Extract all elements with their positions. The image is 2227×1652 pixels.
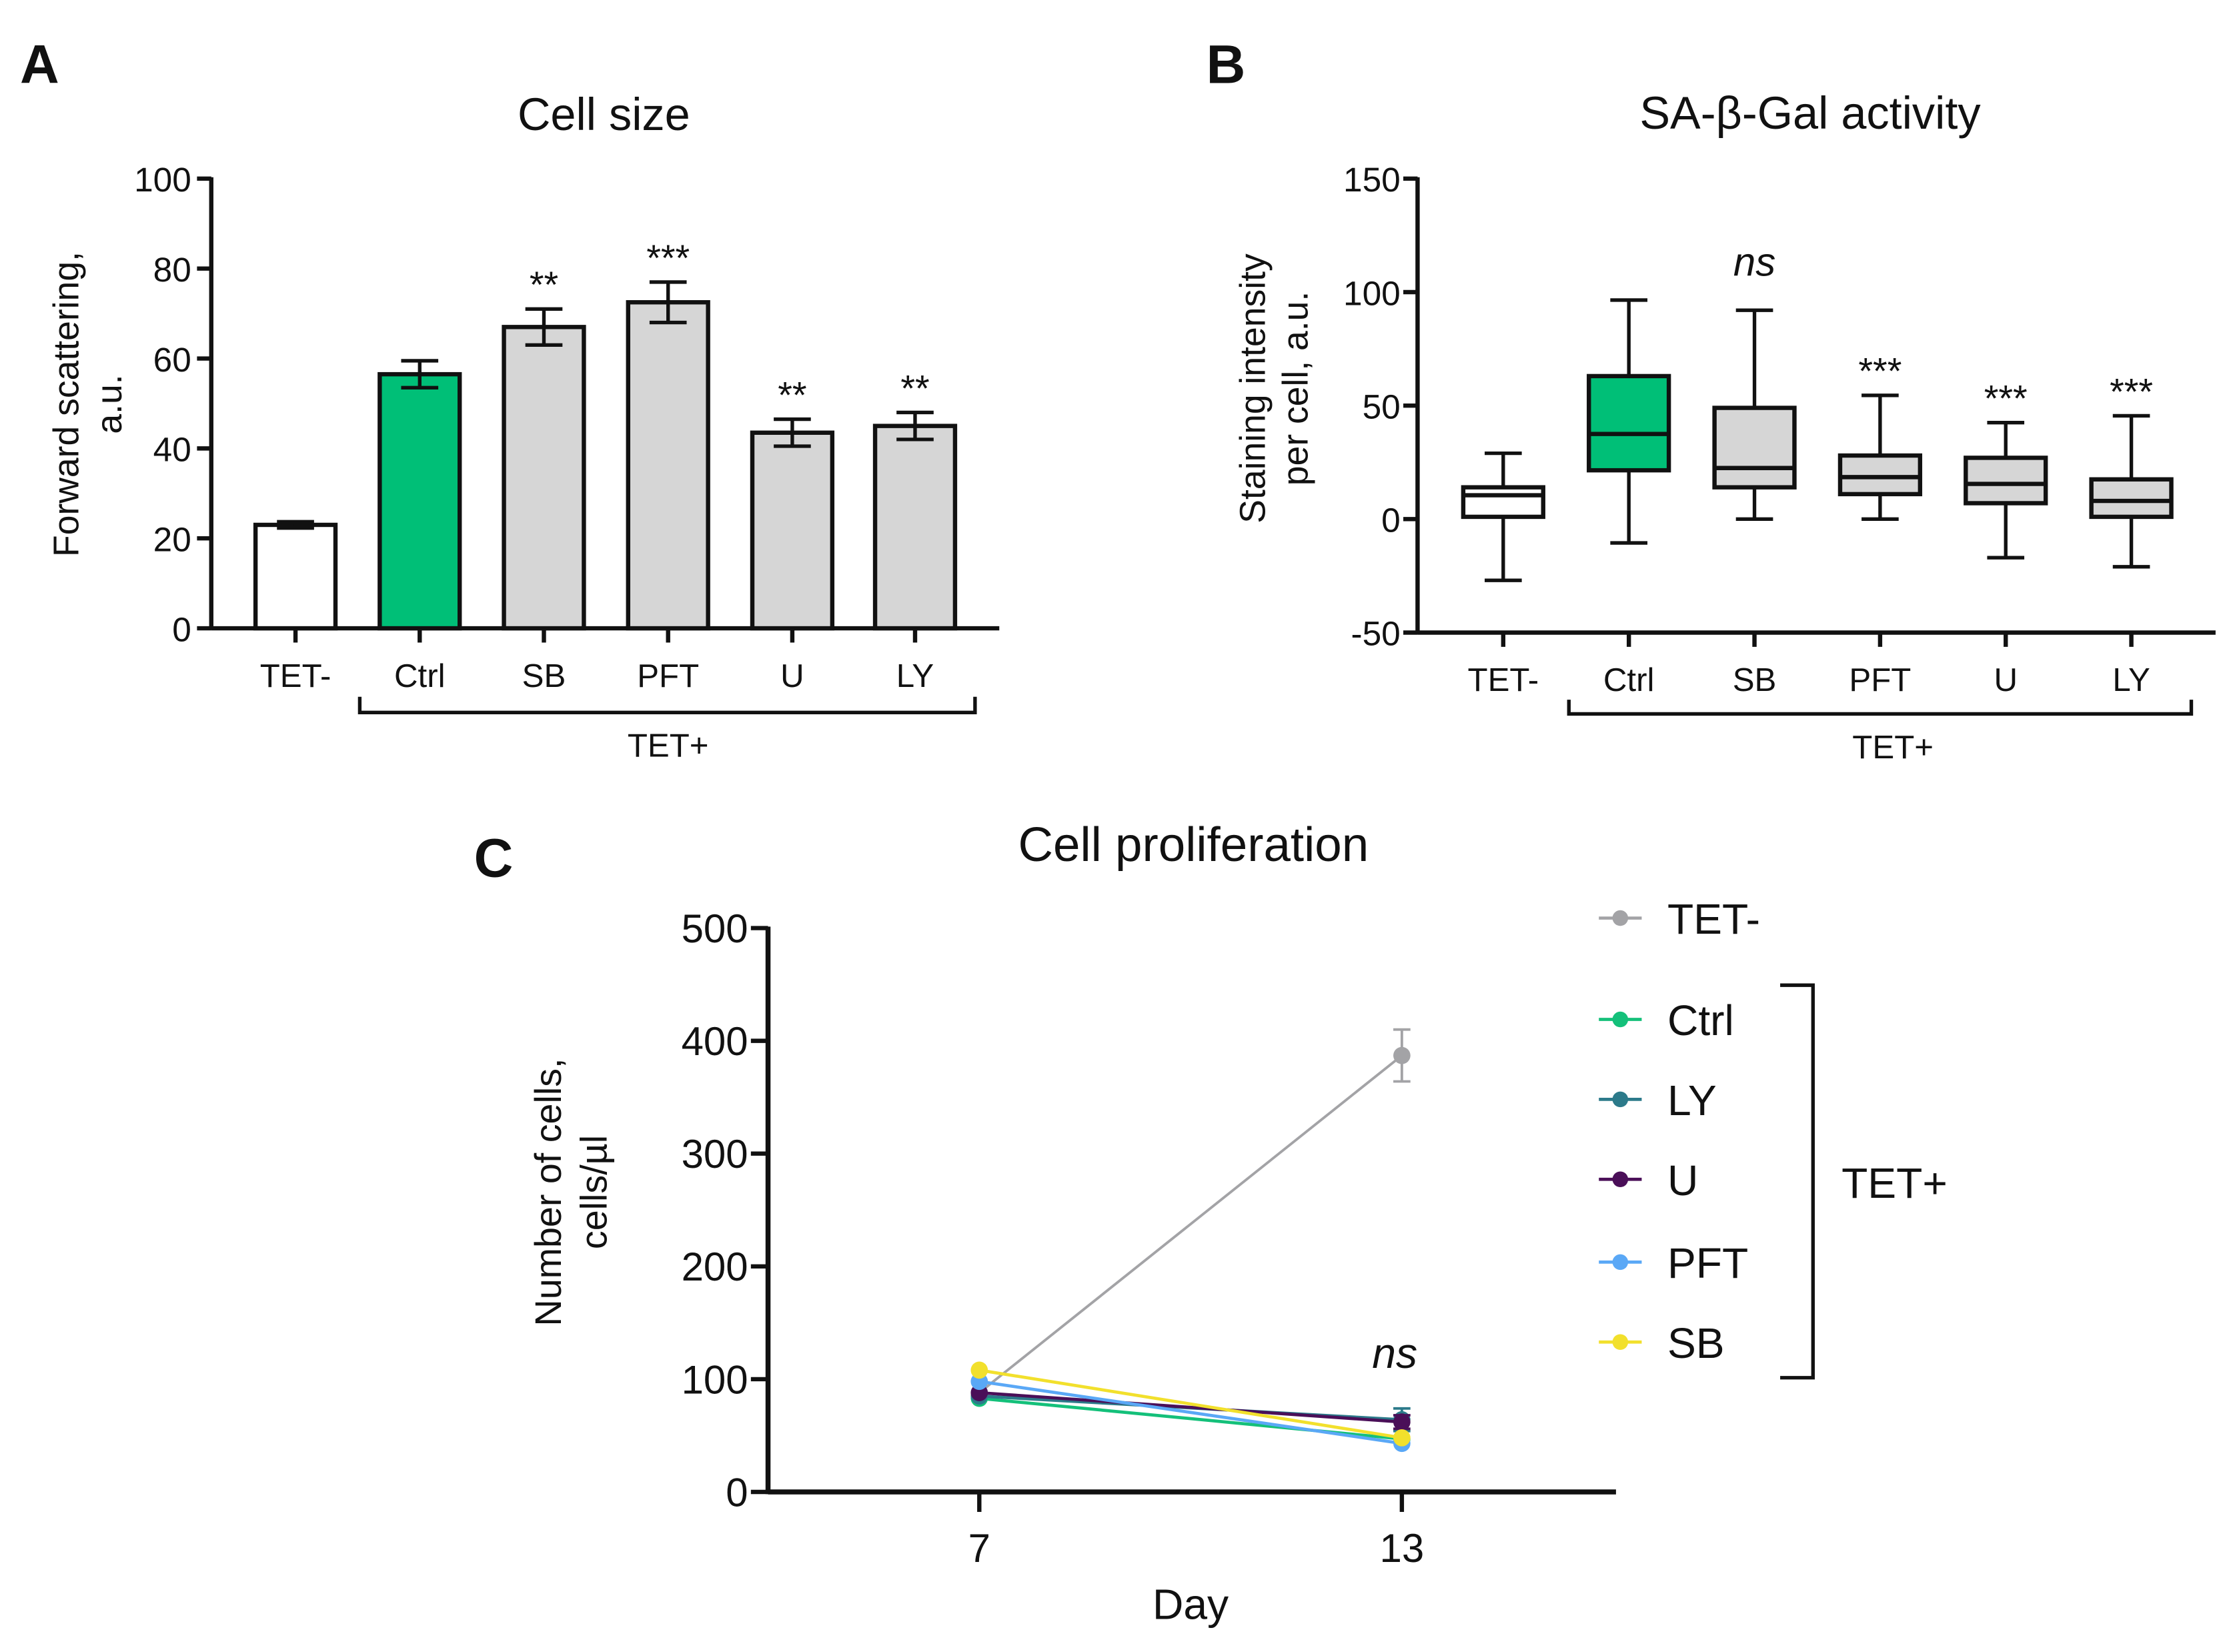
point-SB-day-7 bbox=[970, 1361, 988, 1379]
significance-SB: ** bbox=[530, 264, 558, 305]
y-tick-label-b: 0 bbox=[1381, 502, 1401, 540]
x-tick-label-SB: SB bbox=[522, 658, 566, 694]
x-tick-label-TET-: TET- bbox=[1468, 662, 1539, 698]
legend-marker-SB bbox=[1612, 1334, 1629, 1351]
box-LY bbox=[2089, 477, 2174, 520]
y-tick-label-a: 0 bbox=[172, 610, 191, 648]
title-a: Cell size bbox=[518, 89, 690, 140]
significance-LY: ** bbox=[900, 367, 929, 409]
xlabel-c: Day bbox=[1153, 1580, 1229, 1628]
box-SB bbox=[1712, 405, 1797, 490]
significance-U: ** bbox=[778, 374, 806, 416]
legend-label-PFT: PFT bbox=[1667, 1239, 1748, 1287]
panel-label-a: A bbox=[20, 34, 59, 95]
y-tick-label-b: 50 bbox=[1363, 387, 1401, 426]
legend-marker-U bbox=[1612, 1171, 1629, 1188]
bar-SB bbox=[502, 325, 586, 631]
x-tick-label-PFT: PFT bbox=[637, 658, 699, 694]
x-tick-label-Ctrl: Ctrl bbox=[1603, 662, 1655, 698]
significance-PFT: *** bbox=[1858, 351, 1902, 392]
line-SB bbox=[978, 1369, 1403, 1440]
x-tick-label-U: U bbox=[1994, 662, 2018, 698]
point-U-day-13 bbox=[1393, 1413, 1411, 1431]
significance-SB: ns bbox=[1733, 239, 1775, 284]
y-tick-label-c: 100 bbox=[682, 1357, 748, 1402]
box-TET- bbox=[1461, 485, 1545, 520]
x-tick-label-Ctrl: Ctrl bbox=[394, 658, 446, 694]
x-tick-label-PFT: PFT bbox=[1849, 662, 1911, 698]
legend-group-label: TET+ bbox=[1841, 1159, 1948, 1207]
ylabel-a-line2: a.u. bbox=[90, 374, 129, 434]
y-tick-label-a: 100 bbox=[134, 161, 191, 199]
panel-label-b: B bbox=[1207, 34, 1246, 95]
box-Ctrl bbox=[1587, 373, 1671, 473]
group-label-a: TET+ bbox=[628, 728, 709, 764]
bar-PFT bbox=[626, 300, 710, 631]
line-U bbox=[979, 1391, 1403, 1424]
y-tick-label-a: 20 bbox=[153, 520, 191, 558]
legend-marker-TET- bbox=[1612, 910, 1629, 926]
significance-U: *** bbox=[1984, 378, 2028, 420]
y-tick-label-b: -50 bbox=[1351, 615, 1400, 653]
legend-label-Ctrl: Ctrl bbox=[1667, 996, 1734, 1044]
ylabel-c-line2: cells/µl bbox=[574, 1135, 615, 1249]
panel-a: A Cell size Forward scattering, a.u. 0 20… bbox=[20, 34, 1000, 764]
significance-LY: *** bbox=[2110, 371, 2153, 412]
x-tick-label-SB: SB bbox=[1733, 662, 1777, 698]
box-U bbox=[1964, 456, 2048, 506]
bar-LY bbox=[872, 424, 958, 631]
ylabel-c-line1: Number of cells, bbox=[528, 1058, 569, 1327]
bar-U bbox=[750, 430, 835, 631]
x-tick-label-LY: LY bbox=[2112, 662, 2150, 698]
panel-b: B SA-β-Gal activity Staining intensity p… bbox=[1207, 34, 2216, 766]
ylabel-b-line2: per cell, a.u. bbox=[1277, 291, 1316, 486]
legend-group-bracket bbox=[1780, 983, 1815, 1380]
point-TET--day-13 bbox=[1393, 1046, 1411, 1064]
significance-day-13: ns bbox=[1372, 1329, 1417, 1377]
group-bracket-b bbox=[1567, 700, 2194, 716]
x-tick-label-U: U bbox=[780, 658, 804, 694]
panel-c: C Cell proliferation Number of cells, ce… bbox=[474, 818, 1948, 1629]
panel-label-c: C bbox=[474, 828, 514, 888]
group-bracket-a bbox=[357, 696, 977, 715]
legend-marker-LY bbox=[1612, 1091, 1629, 1108]
y-tick-label-c: 300 bbox=[682, 1132, 748, 1176]
legend-label-LY: LY bbox=[1667, 1076, 1717, 1124]
y-tick-label-a: 80 bbox=[153, 251, 191, 289]
x-tick-label-c: 7 bbox=[968, 1526, 990, 1571]
bar-Ctrl bbox=[378, 371, 462, 631]
ylabel-b-line1: Staining intensity bbox=[1233, 253, 1273, 524]
y-tick-label-b: 100 bbox=[1343, 274, 1401, 312]
ylabel-a-line1: Forward scattering, bbox=[47, 251, 87, 557]
line-PFT bbox=[978, 1379, 1403, 1445]
y-tick-label-c: 200 bbox=[682, 1245, 748, 1289]
legend-marker-PFT bbox=[1612, 1254, 1629, 1271]
x-tick-label-c: 13 bbox=[1380, 1526, 1425, 1571]
y-tick-label-a: 40 bbox=[153, 431, 191, 469]
legend-marker-Ctrl bbox=[1612, 1011, 1629, 1028]
y-tick-label-b: 150 bbox=[1343, 161, 1401, 199]
box-PFT bbox=[1837, 453, 1923, 497]
point-SB-day-13 bbox=[1393, 1429, 1411, 1447]
significance-PFT: *** bbox=[646, 237, 690, 279]
y-tick-label-c: 0 bbox=[726, 1470, 748, 1515]
title-c: Cell proliferation bbox=[1018, 818, 1369, 872]
y-tick-label-a: 60 bbox=[153, 341, 191, 379]
legend-label-U: U bbox=[1667, 1156, 1698, 1204]
y-tick-label-c: 500 bbox=[682, 906, 748, 951]
x-tick-label-TET-: TET- bbox=[260, 658, 331, 694]
group-label-b: TET+ bbox=[1852, 729, 1934, 766]
legend-label-SB: SB bbox=[1667, 1319, 1725, 1367]
y-tick-label-c: 400 bbox=[682, 1019, 748, 1064]
legend-label-TET-: TET- bbox=[1667, 895, 1760, 943]
bar-TET- bbox=[253, 522, 338, 631]
x-tick-label-LY: LY bbox=[896, 658, 934, 694]
line-TET- bbox=[978, 1054, 1403, 1394]
title-b: SA-β-Gal activity bbox=[1639, 87, 1981, 139]
